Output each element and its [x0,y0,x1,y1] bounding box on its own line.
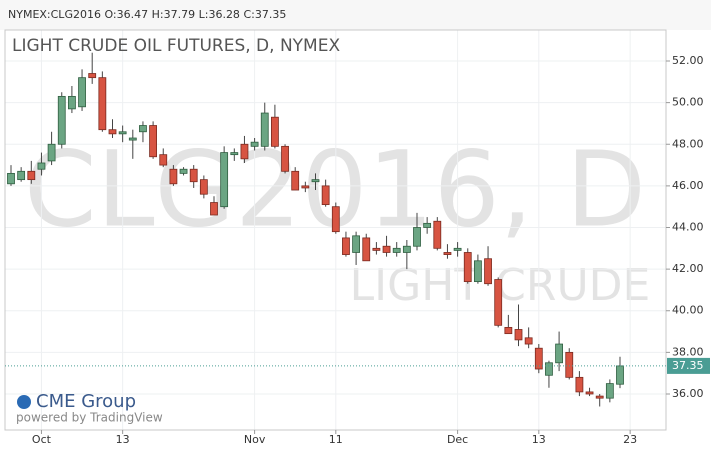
candle-body [514,329,523,341]
candle-body [108,129,117,135]
candle-body [57,95,66,145]
candle-body [484,258,492,285]
candle-body [605,383,614,399]
x-tick-label: Dec [447,433,468,446]
y-tick-label: 52.00 [672,54,704,67]
candle-body [27,170,36,181]
candle-body [311,179,320,183]
candle-body [7,172,15,185]
last-price-label: 37.35 [672,359,704,372]
candle-body [169,168,178,185]
candle-body [149,125,158,158]
candle-body [220,152,229,208]
candle-body [331,206,340,233]
background: CLG2016, D LIGHT CRUDE [5,30,666,430]
candle-body [301,185,310,189]
candle-body [159,154,168,166]
candle-body [392,247,401,253]
candle-body [504,326,513,335]
candle-body [118,131,127,135]
candle-body [260,112,269,147]
candle-body [453,247,462,251]
x-tick-label: Oct [32,433,52,446]
candle-body [402,245,411,253]
candle-body [270,116,279,147]
y-tick-label: 50.00 [672,96,704,109]
candle-body [352,235,361,253]
candle-body [179,168,188,174]
candle-body [534,347,543,370]
candle-body [98,77,107,131]
candle-body [585,391,594,395]
candle-body [443,252,452,255]
candle-body [524,337,533,345]
candle-body [88,73,97,79]
chart-title: LIGHT CRUDE OIL FUTURES, D, NYMEX [12,36,340,56]
y-tick-label: 38.00 [672,345,704,358]
candle-body [595,395,604,399]
candle-body [494,279,503,326]
candle-body [240,143,249,160]
quote: L:36.28 [199,8,240,21]
x-tick-label: 11 [329,433,343,446]
candle-body [78,77,86,108]
candle-body [139,125,147,133]
quote: C:37.35 [243,8,286,21]
y-tick-label: 36.00 [672,387,704,400]
x-tick-label: 23 [623,433,637,446]
candle-body [545,362,553,376]
y-tick-label: 48.00 [672,137,704,150]
x-tick-label: Nov [244,433,266,446]
candle-body [47,143,56,162]
candle-body [413,227,421,247]
candle-body [575,376,584,393]
candle-body [321,185,330,206]
candle-body [463,252,472,283]
candle-body [210,202,218,216]
candle-body [565,351,574,378]
candle-body [281,145,289,172]
candle-body [37,162,46,170]
header-bar [0,0,711,30]
candle-body [128,137,137,141]
candle-body [433,220,442,249]
brand-sub: powered by TradingView [16,411,163,425]
brand: CME Group [36,391,136,412]
candle-body [230,152,239,156]
candle-body [555,343,563,364]
candle-body [199,179,208,195]
candle-body [423,222,432,228]
quote: H:37.79 [152,8,195,21]
logo-icon [17,395,31,409]
candle-body [382,245,391,253]
candle-body [372,247,381,251]
candle-body [68,95,76,110]
y-tick-label: 44.00 [672,221,704,234]
candle-body [616,365,624,385]
candle-body [362,237,371,262]
x-tick-label: 13 [116,433,130,446]
symbol: NYMEX:CLG2016 [8,8,101,21]
candle-body [17,170,26,181]
last-price-box [667,357,710,374]
x-tick-label: 13 [532,433,546,446]
y-tick-label: 40.00 [672,304,704,317]
quote: O:36.47 [104,8,148,21]
candle-body [291,170,300,191]
candle-body [189,168,198,183]
candle-body [342,237,350,255]
candle-body [250,141,259,147]
candle-body [473,260,482,283]
header-quote: NYMEX:CLG2016 O:36.47 H:37.79 L:36.28 C:… [8,8,286,21]
y-tick-label: 42.00 [672,262,704,275]
y-tick-label: 46.00 [672,179,704,192]
